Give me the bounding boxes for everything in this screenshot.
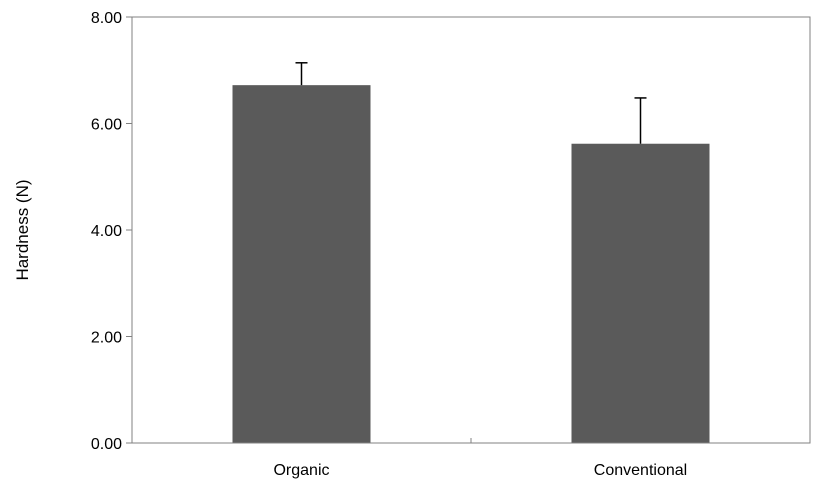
y-tick-label: 0.00 [91, 436, 122, 453]
y-axis: 0.00 2.00 4.00 6.00 8.00 [91, 10, 132, 453]
x-axis: Organic Conventional [273, 438, 687, 479]
y-axis-label: Hardness (N) [13, 179, 32, 280]
y-tick-label: 2.00 [91, 330, 122, 347]
x-tick-label: Conventional [594, 462, 687, 479]
y-tick-label: 8.00 [91, 10, 122, 27]
y-tick-label: 4.00 [91, 223, 122, 240]
bar-conventional [571, 143, 710, 444]
bar-organic [232, 85, 371, 443]
error-bars-layer [295, 62, 647, 144]
bars-layer [232, 85, 710, 444]
y-tick-label: 6.00 [91, 117, 122, 134]
x-tick-label: Organic [273, 462, 329, 479]
